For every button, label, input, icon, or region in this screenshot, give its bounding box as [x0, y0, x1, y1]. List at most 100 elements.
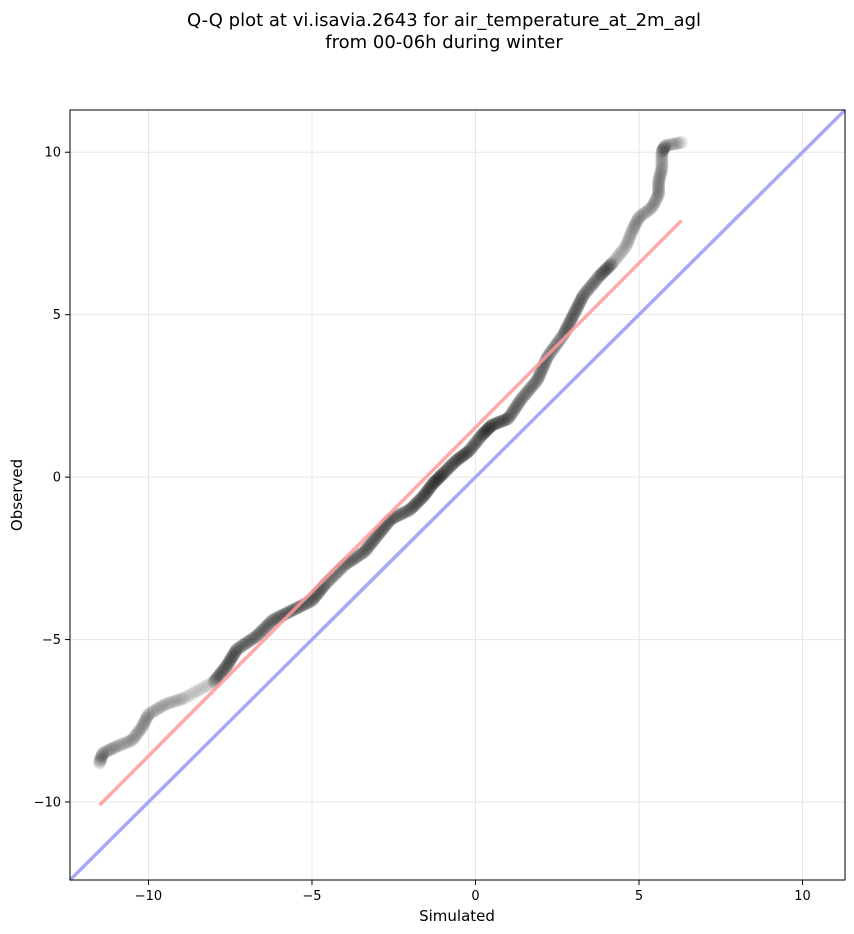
qq-point — [213, 667, 227, 681]
qq-point — [351, 549, 365, 563]
qq-point — [228, 646, 242, 660]
qq-point — [654, 167, 668, 181]
qq-point — [261, 618, 275, 632]
qq-point — [500, 412, 514, 426]
qq-point — [222, 655, 236, 669]
qq-point — [422, 482, 436, 496]
qq-point — [612, 248, 626, 262]
qq-point — [96, 746, 110, 760]
qq-point — [589, 273, 603, 287]
qq-point — [658, 139, 672, 153]
qq-point — [522, 382, 536, 396]
qq-point — [223, 654, 237, 668]
qq-point — [639, 205, 653, 219]
qq-point — [501, 412, 515, 426]
qq-point — [631, 213, 645, 227]
qq-point — [399, 505, 413, 519]
qq-point — [110, 739, 124, 753]
qq-point — [209, 672, 223, 686]
qq-point — [128, 729, 142, 743]
qq-point — [657, 140, 671, 154]
qq-point — [574, 292, 588, 306]
qq-point — [429, 474, 443, 488]
qq-point — [628, 218, 642, 232]
qq-point — [150, 702, 164, 716]
qq-point — [591, 271, 605, 285]
qq-point — [585, 278, 599, 292]
qq-point — [139, 713, 153, 727]
qq-point — [262, 616, 276, 630]
qq-point — [412, 494, 426, 508]
qq-point — [455, 449, 469, 463]
qq-point — [606, 256, 620, 270]
qq-point — [141, 709, 155, 723]
qq-point — [647, 197, 661, 211]
qq-point — [437, 466, 451, 480]
qq-point — [449, 454, 463, 468]
qq-point — [578, 286, 592, 300]
qq-point — [566, 310, 580, 324]
qq-point — [355, 546, 369, 560]
qq-point — [145, 705, 159, 719]
qq-point — [401, 504, 415, 518]
qq-point — [616, 243, 630, 257]
qq-point — [140, 710, 154, 724]
qq-point — [453, 451, 467, 465]
qq-point — [595, 266, 609, 280]
qq-point — [256, 623, 270, 637]
qq-point — [457, 448, 471, 462]
qq-point — [238, 637, 252, 651]
qq-point — [393, 507, 407, 521]
qq-point — [363, 538, 377, 552]
qq-point — [650, 191, 664, 205]
qq-point — [100, 744, 114, 758]
qq-point — [372, 527, 386, 541]
qq-point — [652, 181, 666, 195]
qq-point — [101, 744, 115, 758]
qq-point — [127, 731, 141, 745]
qq-point — [242, 635, 256, 649]
qq-point — [649, 193, 663, 207]
qq-point — [565, 312, 579, 326]
qq-point — [518, 388, 532, 402]
qq-point — [175, 692, 189, 706]
qq-point — [140, 711, 154, 725]
qq-point — [361, 540, 375, 554]
qq-point — [442, 460, 456, 474]
qq-point — [424, 479, 438, 493]
qq-point — [660, 138, 674, 152]
qq-point — [623, 230, 637, 244]
qq-point — [408, 497, 422, 511]
qq-point — [651, 189, 665, 203]
x-tick-label: −10 — [135, 889, 162, 904]
qq-point — [172, 693, 186, 707]
chart-title-line1: Q-Q plot at vi.isavia.2643 for air_tempe… — [187, 10, 701, 31]
qq-point — [365, 535, 379, 549]
qq-point — [598, 263, 612, 277]
qq-point — [368, 532, 382, 546]
qq-point — [466, 439, 480, 453]
qq-point — [655, 163, 669, 177]
qq-point — [461, 445, 475, 459]
qq-point — [581, 282, 595, 296]
qq-point — [625, 225, 639, 239]
qq-point — [554, 332, 568, 346]
qq-point — [468, 436, 482, 450]
qq-point — [430, 473, 444, 487]
qq-point — [654, 164, 668, 178]
qq-point — [123, 734, 137, 748]
qq-point — [655, 148, 669, 162]
qq-point — [459, 446, 473, 460]
qq-point — [552, 334, 566, 348]
qq-point — [264, 615, 278, 629]
qq-point — [485, 418, 499, 432]
qq-point — [120, 735, 134, 749]
qq-point — [204, 676, 218, 690]
qq-point — [655, 145, 669, 159]
qq-point — [593, 269, 607, 283]
qq-point — [670, 136, 684, 150]
qq-point — [97, 746, 111, 760]
qq-point — [472, 431, 486, 445]
qq-point — [135, 720, 149, 734]
qq-point — [112, 738, 126, 752]
